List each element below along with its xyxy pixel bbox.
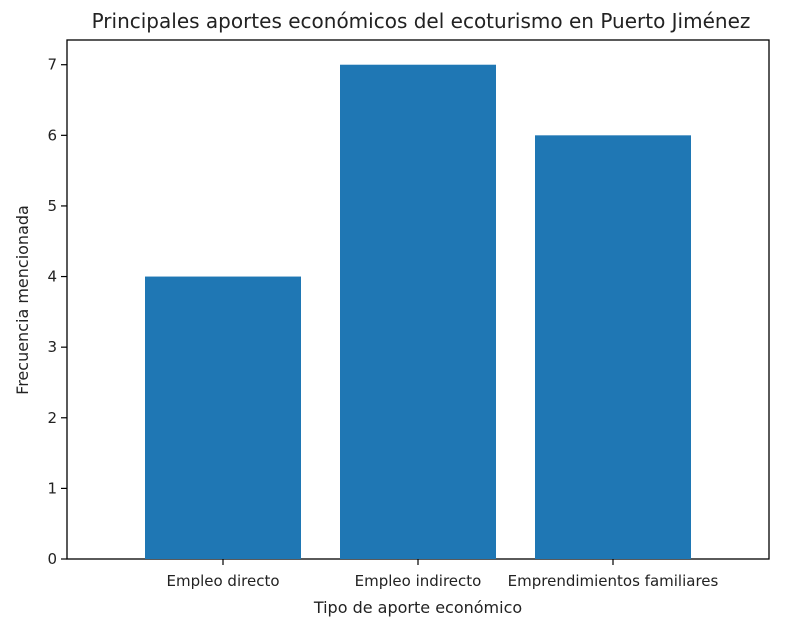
- y-axis-label: Frecuencia mencionada: [13, 205, 32, 395]
- bar-1: [340, 64, 496, 559]
- bar-2: [535, 135, 691, 559]
- y-tick-label: 2: [47, 409, 57, 427]
- y-tick-label: 4: [47, 268, 57, 286]
- bars-group: [145, 64, 691, 559]
- chart-title: Principales aportes económicos del ecotu…: [92, 9, 751, 33]
- bar-0: [145, 276, 301, 559]
- x-axis-label: Tipo de aporte económico: [313, 598, 522, 617]
- y-tick-label: 7: [47, 56, 57, 74]
- x-tick-label: Empleo indirecto: [355, 572, 482, 590]
- y-tick-label: 1: [47, 479, 57, 497]
- y-tick-label: 5: [47, 197, 57, 215]
- x-tick-label: Emprendimientos familiares: [508, 572, 719, 590]
- y-tick-label: 3: [47, 338, 57, 356]
- x-axis-ticks: Empleo directo Empleo indirecto Emprendimi…: [166, 559, 719, 590]
- y-tick-label: 0: [47, 550, 57, 568]
- x-tick-label: Empleo directo: [166, 572, 279, 590]
- y-axis-ticks: 0 1 2 3 4 5 6 7: [47, 56, 67, 568]
- y-tick-label: 6: [47, 126, 57, 144]
